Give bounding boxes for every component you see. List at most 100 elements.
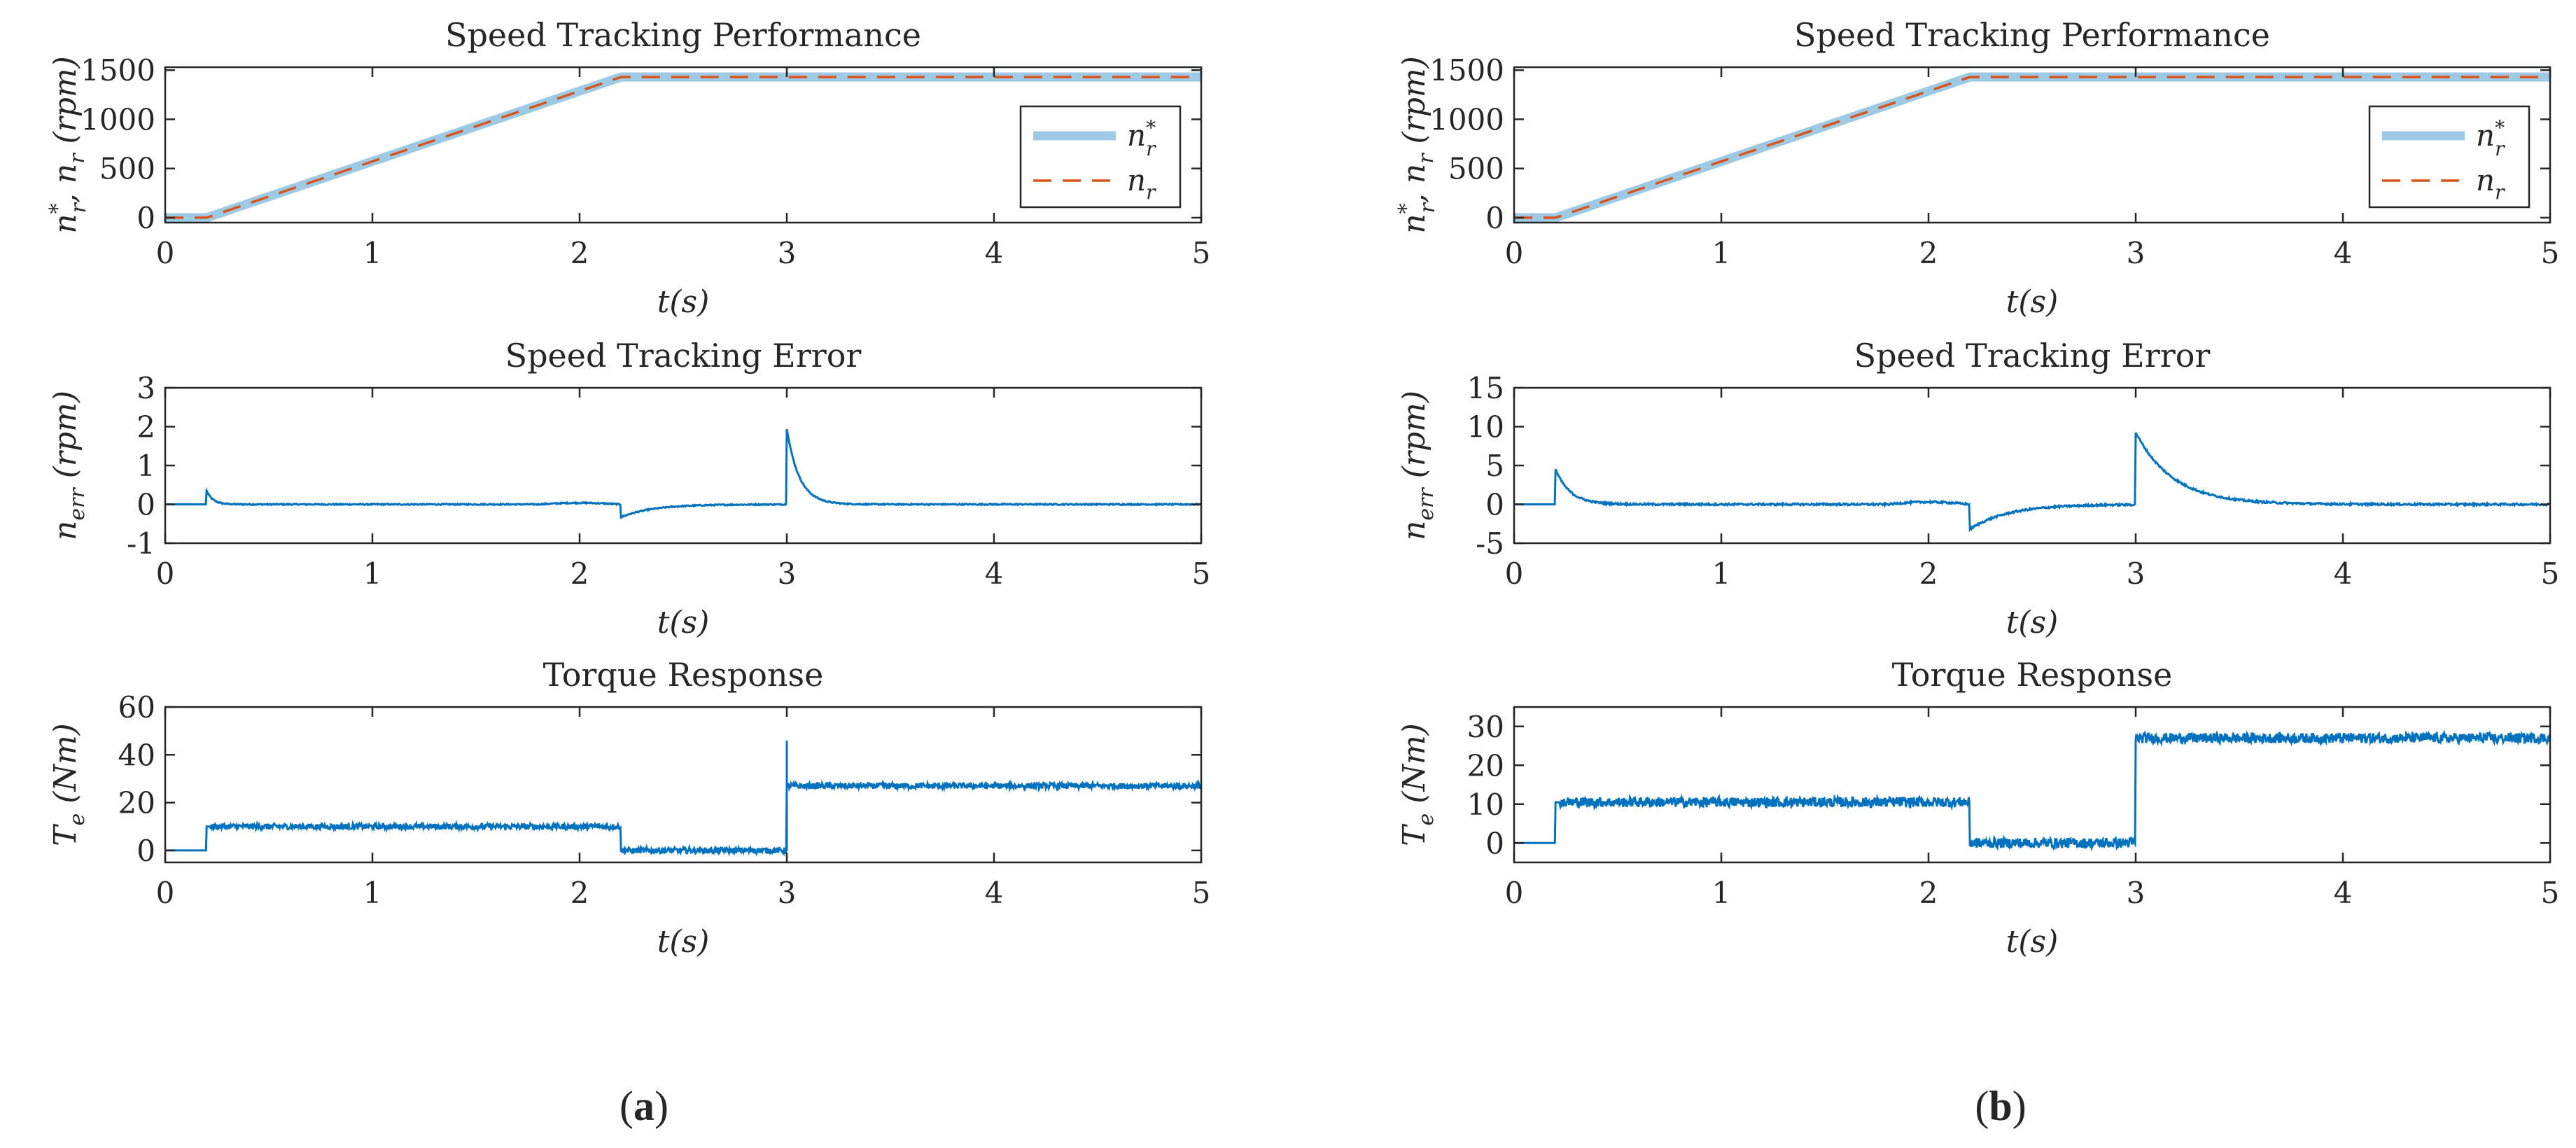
x-tick-label: 3 xyxy=(778,556,797,591)
y-tick-label: 500 xyxy=(99,152,155,186)
plot-area xyxy=(165,428,1201,519)
x-tick-label: 1 xyxy=(1712,236,1731,270)
legend-label: n* r xyxy=(1127,116,1156,160)
y-tick-label: 1500 xyxy=(1429,53,1504,88)
plot-title: Speed Tracking Error xyxy=(1854,337,2211,374)
axes-box xyxy=(1513,66,2552,224)
axes-box xyxy=(164,386,1203,545)
y-tick-label: 0 xyxy=(136,201,155,235)
x-tick-label: 2 xyxy=(570,876,589,910)
y-tick-label: 1000 xyxy=(80,102,155,136)
x-tick-label: 2 xyxy=(1919,876,1938,910)
y-tick-label: 0 xyxy=(136,834,155,868)
x-tick-label: 3 xyxy=(778,236,797,270)
y-tick-label: 10 xyxy=(1467,410,1504,444)
legend: n* r nr xyxy=(1019,105,1182,209)
speed-error-line xyxy=(1514,432,2550,533)
subfigure-label: (a) xyxy=(620,1083,668,1129)
plot-area xyxy=(165,740,1201,857)
y-axis-label: n*r, nr (rpm) xyxy=(46,56,91,234)
x-tick-label: 3 xyxy=(2127,876,2146,910)
x-tick-label: 3 xyxy=(2127,556,2146,591)
plot-area xyxy=(1514,729,2550,852)
x-tick-label: 4 xyxy=(2334,556,2353,591)
y-tick-label: 40 xyxy=(118,738,155,772)
x-tick-label: 0 xyxy=(156,236,175,270)
axes-box xyxy=(164,66,1203,224)
x-axis-label: t(s) xyxy=(657,605,710,640)
x-tick-label: 2 xyxy=(570,556,589,591)
plot-title: Speed Tracking Performance xyxy=(1794,16,2270,54)
speed-error-line xyxy=(165,428,1201,519)
y-tick-label: 60 xyxy=(118,690,155,724)
y-axis-label: n*r, nr (rpm) xyxy=(1394,56,1440,234)
axes-box xyxy=(164,706,1203,864)
subfigure-label: (b) xyxy=(1975,1083,2026,1129)
torque-plot: 0 1 2 3 4 5 0 20 40 60 Torque Response t(s) Te (Nm) xyxy=(48,656,1210,960)
y-tick-label: -1 xyxy=(127,526,155,561)
actual-speed-line xyxy=(165,76,1201,219)
y-tick-label: 1500 xyxy=(80,53,155,88)
y-tick-label: 15 xyxy=(1467,371,1504,405)
y-tick-label: 30 xyxy=(1467,710,1504,744)
x-tick-label: 5 xyxy=(2541,556,2560,591)
y-tick-label: 0 xyxy=(136,488,155,522)
x-tick-label: 4 xyxy=(2334,876,2353,910)
axes-box xyxy=(1513,386,2552,545)
x-axis-label: t(s) xyxy=(2006,284,2059,320)
plot-area xyxy=(1514,72,2550,223)
y-tick-label: 0 xyxy=(1485,826,1504,860)
x-tick-label: 2 xyxy=(570,236,589,270)
x-axis-label: t(s) xyxy=(2006,605,2059,640)
x-tick-label: 5 xyxy=(1192,236,1211,270)
x-tick-label: 1 xyxy=(363,236,382,270)
y-tick-label: 1 xyxy=(136,449,155,483)
legend-box xyxy=(1019,105,1182,209)
y-tick-label: 3 xyxy=(136,371,155,405)
x-tick-label: 0 xyxy=(156,876,175,910)
x-tick-label: 4 xyxy=(985,556,1004,591)
speed-plot: 0 1 2 3 4 5 0 500 1000 1500 Speed Tracking Perform… xyxy=(1394,16,2559,320)
speed-plot: 0 1 2 3 4 5 0 500 1000 1500 Speed Tracking Perform… xyxy=(46,16,1210,320)
y-tick-label: 2 xyxy=(136,410,155,444)
x-tick-label: 1 xyxy=(363,556,382,591)
y-tick-label: 20 xyxy=(118,786,155,820)
plot-area xyxy=(165,72,1201,223)
x-tick-label: 0 xyxy=(1505,556,1524,591)
x-tick-label: 2 xyxy=(1919,236,1938,270)
plot-title: Torque Response xyxy=(1892,656,2173,694)
y-tick-label: 5 xyxy=(1485,449,1504,483)
legend-label: nr xyxy=(1127,163,1156,204)
x-tick-label: 4 xyxy=(985,876,1004,910)
y-tick-label: 20 xyxy=(1467,748,1504,783)
plot-title: Torque Response xyxy=(543,656,824,694)
x-tick-label: 5 xyxy=(1192,556,1211,591)
x-tick-label: 0 xyxy=(1505,876,1524,910)
x-tick-label: 4 xyxy=(2334,236,2353,270)
x-tick-label: 3 xyxy=(2127,236,2146,270)
torque-line xyxy=(1514,729,2550,852)
plot-title: Speed Tracking Error xyxy=(505,337,862,374)
y-axis-label: Te (Nm) xyxy=(1396,723,1438,846)
axes-box xyxy=(1513,706,2552,864)
x-tick-label: 0 xyxy=(1505,236,1524,270)
y-tick-label: 0 xyxy=(1485,201,1504,235)
x-tick-label: 5 xyxy=(2541,236,2560,270)
x-tick-label: 2 xyxy=(1919,556,1938,591)
x-tick-label: 1 xyxy=(1712,876,1731,910)
x-tick-label: 0 xyxy=(156,556,175,591)
legend-box xyxy=(2368,105,2530,209)
x-tick-label: 1 xyxy=(1712,556,1731,591)
y-tick-label: 10 xyxy=(1467,788,1504,822)
legend: n* r nr xyxy=(2368,105,2530,209)
x-tick-label: 5 xyxy=(1192,876,1211,910)
x-axis-label: t(s) xyxy=(657,284,710,320)
legend-label: n* r xyxy=(2476,116,2505,160)
x-axis-label: t(s) xyxy=(2006,924,2059,960)
y-axis-label: nerr (rpm) xyxy=(1396,391,1438,540)
y-axis-label: nerr (rpm) xyxy=(48,391,90,540)
